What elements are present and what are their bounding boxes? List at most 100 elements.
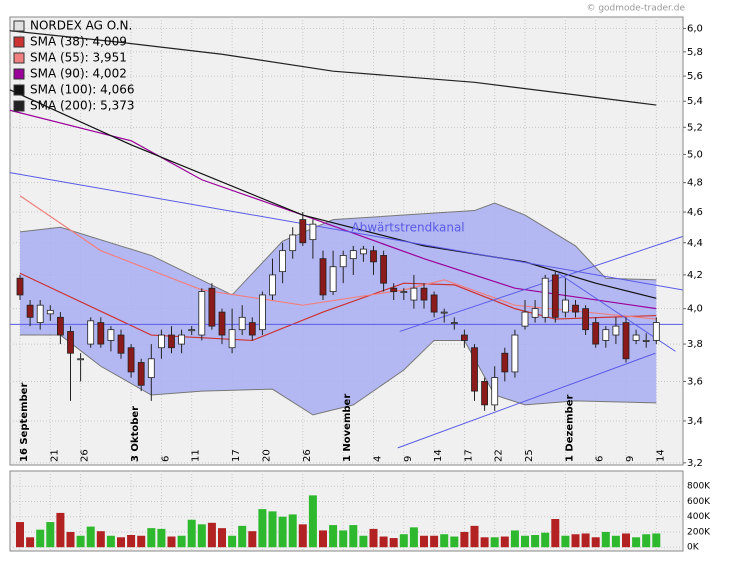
volume-bar: [36, 529, 45, 548]
volume-bar: [86, 526, 95, 548]
y-tick-label: 3,6: [687, 376, 703, 387]
volume-bar: [137, 535, 146, 548]
volume-bar: [521, 535, 529, 548]
x-tick-label: 16 September: [19, 383, 30, 462]
legend-swatch: [13, 68, 25, 80]
candle-body: [279, 250, 287, 273]
volume-bar: [541, 532, 550, 548]
legend-swatch: [13, 52, 25, 64]
annotation: Abwärtstrendkanal: [351, 221, 464, 235]
volume-bar: [238, 525, 247, 548]
legend-label: SMA (38): 4,009: [30, 35, 127, 49]
candle-body: [117, 334, 125, 354]
volume-bar: [298, 524, 307, 548]
volume-bar: [218, 528, 226, 548]
volume-bar: [561, 535, 570, 548]
volume-bar: [329, 525, 338, 548]
volume-bar: [470, 525, 479, 548]
volume-bar: [187, 519, 196, 548]
volume-bar: [642, 534, 651, 548]
candle-body: [127, 347, 135, 373]
volume-bar: [500, 536, 509, 548]
volume-bar: [490, 537, 499, 548]
volume-bar: [76, 535, 85, 548]
candle-body: [521, 311, 529, 327]
band-edge: [19, 202, 657, 296]
trendline: [399, 236, 683, 332]
candle-body: [218, 311, 226, 336]
volume-bar: [420, 535, 428, 548]
volume-bar: [16, 522, 24, 548]
volume-bar: [430, 535, 439, 548]
candle-body: [400, 291, 408, 293]
volume-bar: [359, 535, 368, 548]
candle-body: [390, 287, 398, 292]
candle-body: [208, 287, 216, 327]
volume-bar: [632, 537, 641, 548]
volume-bar: [389, 538, 398, 548]
volume-bar: [26, 537, 35, 548]
candle-body: [299, 219, 307, 244]
volume-bar: [258, 509, 267, 548]
candle-body: [602, 329, 610, 341]
candle-body: [562, 299, 569, 313]
candle-body: [107, 329, 115, 341]
x-tick-label: 4: [373, 456, 384, 462]
candle-body: [642, 340, 650, 342]
candle-body: [168, 334, 175, 349]
legend-swatch: [13, 36, 25, 48]
candle-body: [359, 248, 367, 255]
volume-bar: [622, 533, 630, 548]
candle-body: [137, 362, 145, 386]
volume-bar: [117, 537, 125, 548]
volume-bar: [106, 535, 115, 548]
y-tick-label: 5,8: [687, 47, 703, 58]
candle-body: [410, 287, 418, 301]
candle-body: [228, 329, 236, 349]
volume-bar: [480, 537, 489, 548]
volume-bar: [177, 535, 186, 548]
x-tick-label: 9: [625, 456, 636, 462]
volume-bar: [450, 536, 459, 548]
sma-line: [19, 195, 657, 320]
candle-body: [97, 322, 105, 345]
volume-bar: [319, 530, 327, 548]
candle-body: [582, 308, 589, 331]
candle-body: [380, 255, 388, 284]
volume-bar: [571, 534, 580, 548]
volume-bar: [56, 512, 65, 548]
legend-swatch: [13, 100, 25, 112]
y-tick-label: 4,0: [687, 304, 703, 315]
candle-body: [632, 334, 640, 341]
candle-body: [269, 274, 276, 296]
x-tick-label: 26: [80, 449, 91, 462]
legend-label: SMA (200): 5,373: [30, 99, 134, 113]
candle-body: [511, 334, 519, 373]
volume-bar: [531, 535, 540, 548]
candle-body: [147, 358, 155, 379]
candle-body: [460, 334, 468, 341]
y-tick-label: 3,4: [687, 416, 703, 427]
volume-bar: [308, 495, 317, 548]
band-area: [20, 203, 657, 415]
legend-label: SMA (90): 4,002: [30, 67, 127, 81]
candle-body: [77, 358, 84, 361]
candle-body: [440, 311, 448, 314]
legend-swatch: [13, 84, 25, 96]
y-tick-label: 5,2: [687, 122, 703, 133]
x-tick-label: 3 Oktober: [130, 406, 141, 462]
volume-bar: [611, 535, 620, 548]
volume-bar: [278, 516, 287, 548]
candle-body: [67, 331, 74, 354]
x-tick-label: 17: [463, 449, 474, 462]
candle-body: [258, 294, 266, 331]
volume-bar: [551, 519, 560, 548]
y-tick-label: 6,0: [687, 23, 703, 34]
legend-label: SMA (100): 4,066: [30, 83, 134, 97]
candle-body: [188, 329, 196, 332]
y-tick-label: 5,0: [687, 149, 703, 160]
candle-body: [471, 347, 478, 392]
candle-body: [16, 277, 24, 296]
x-tick-label: 26: [302, 449, 313, 462]
x-tick-label: 1 November: [342, 394, 353, 462]
